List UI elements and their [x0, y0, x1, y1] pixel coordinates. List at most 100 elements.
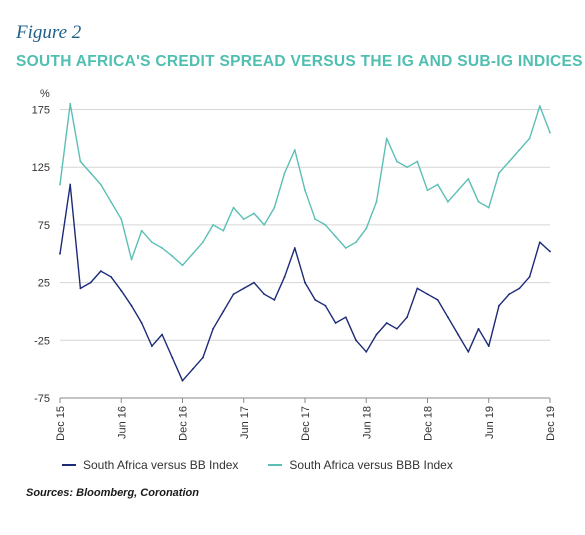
chart-title: SOUTH AFRICA'S CREDIT SPREAD VERSUS THE … — [16, 53, 583, 70]
data-point — [171, 356, 174, 359]
y-tick-label: 175 — [32, 105, 50, 117]
data-point — [416, 287, 419, 290]
x-tick-label: Dec 18 — [423, 406, 435, 441]
data-point — [171, 255, 174, 257]
data-point — [130, 258, 133, 261]
data-point — [79, 287, 82, 290]
data-point — [549, 250, 551, 253]
data-point — [212, 327, 215, 330]
data-point — [395, 160, 398, 163]
data-point — [263, 224, 266, 226]
y-axis-unit-label: % — [40, 88, 50, 100]
data-point — [222, 229, 225, 232]
data-point — [283, 172, 286, 174]
y-tick-label: 125 — [32, 162, 50, 174]
data-point — [191, 252, 194, 255]
data-point — [69, 102, 72, 105]
data-point — [120, 218, 123, 221]
data-point — [324, 304, 327, 307]
data-point — [477, 200, 480, 203]
legend-label-bbb: South Africa versus BBB Index — [289, 458, 453, 472]
data-point — [79, 160, 82, 163]
data-point — [549, 131, 551, 134]
data-point — [181, 264, 184, 267]
x-tick-label: Dec 17 — [300, 406, 312, 441]
data-point — [99, 270, 102, 272]
data-point — [191, 368, 194, 371]
data-point — [273, 299, 276, 301]
data-point — [334, 235, 337, 238]
data-point — [416, 160, 419, 163]
data-point — [293, 247, 296, 249]
data-point — [212, 224, 215, 226]
data-point — [498, 172, 500, 174]
data-point — [344, 247, 347, 249]
data-point — [528, 137, 531, 140]
data-point — [150, 345, 153, 347]
data-point — [487, 206, 490, 209]
data-point — [202, 241, 204, 244]
data-point — [355, 241, 357, 244]
x-tick-label: Jun 16 — [116, 406, 128, 439]
x-tick-label: Dec 15 — [55, 406, 67, 441]
x-tick-label: Dec 19 — [545, 406, 557, 441]
data-point — [426, 293, 429, 296]
data-point — [375, 333, 378, 336]
data-point — [59, 252, 61, 255]
data-point — [508, 160, 511, 163]
x-tick-label: Jun 19 — [484, 406, 496, 439]
data-point — [436, 299, 439, 301]
data-point — [375, 200, 378, 203]
data-point — [120, 289, 123, 292]
data-point — [457, 189, 460, 192]
data-point — [487, 345, 490, 347]
data-point — [283, 275, 286, 278]
data-point — [447, 200, 449, 203]
data-point — [538, 105, 541, 107]
data-point — [242, 287, 245, 290]
x-tick-label: Jun 18 — [361, 406, 373, 439]
legend-swatch-bb — [62, 464, 76, 466]
data-point — [467, 177, 470, 180]
figure-label: Figure 2 — [16, 22, 82, 43]
data-point — [406, 316, 408, 319]
data-point — [365, 227, 368, 230]
x-tick-label: Dec 16 — [178, 406, 190, 441]
data-point — [477, 327, 480, 330]
series-line-bbb — [59, 103, 551, 266]
data-point — [232, 206, 235, 209]
data-point — [202, 356, 204, 359]
y-tick-label: -75 — [34, 393, 50, 405]
data-point — [395, 327, 398, 330]
data-point — [324, 224, 327, 226]
data-point — [436, 183, 439, 186]
legend-swatch-bbb — [268, 464, 283, 466]
data-point — [508, 293, 511, 296]
series-lines — [59, 102, 551, 382]
data-point — [467, 350, 470, 353]
data-point — [304, 281, 306, 284]
data-point — [293, 149, 296, 151]
source-note: Sources: Bloomberg, Coronation — [26, 487, 199, 499]
data-point — [253, 281, 255, 284]
legend-item-bb: South Africa versus BB Index — [62, 458, 238, 472]
legend: South Africa versus BB Index South Afric… — [62, 458, 483, 472]
data-point — [344, 316, 347, 319]
y-tick-label: 75 — [38, 220, 50, 232]
data-point — [161, 247, 163, 249]
data-point — [355, 339, 357, 342]
data-point — [89, 281, 92, 284]
data-point — [263, 293, 266, 296]
y-tick-label: 25 — [38, 278, 50, 290]
data-point — [457, 333, 460, 336]
data-point — [99, 183, 102, 186]
data-point — [314, 299, 317, 301]
data-point — [273, 206, 276, 209]
y-axis-ticks: 175 125 75 25 -25 -75 — [32, 105, 50, 405]
data-point — [242, 218, 245, 221]
data-point — [253, 212, 255, 215]
x-axis: Dec 15 Jun 16 Dec 16 Jun 17 Dec 17 Jun 18 Dec … — [55, 397, 557, 441]
data-point — [140, 229, 143, 232]
data-point — [140, 322, 143, 324]
